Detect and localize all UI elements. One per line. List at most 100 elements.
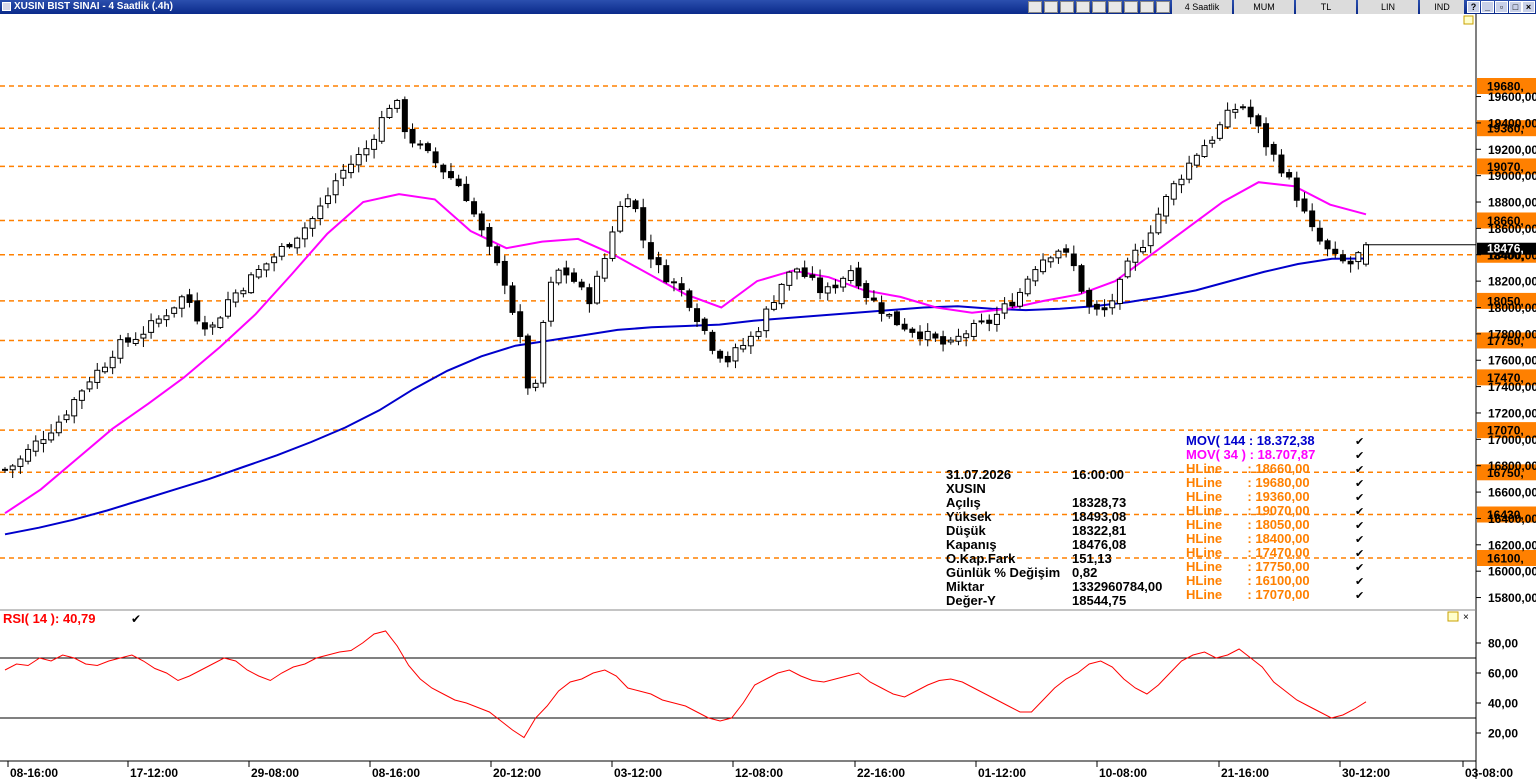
candle-body-57: [440, 164, 447, 173]
candle-body-85: [655, 257, 662, 266]
toolbar-button-3[interactable]: [1060, 1, 1074, 13]
candle-body-157: [1209, 139, 1216, 144]
info-value-4: 151,13: [1072, 551, 1112, 566]
candle-body-131: [1009, 301, 1016, 307]
close-icon[interactable]: ×: [1522, 1, 1535, 13]
legend-item-2: HLine : 18660,00: [1186, 461, 1310, 476]
candle-body-101: [778, 283, 785, 305]
candle-body-166: [1278, 154, 1285, 174]
candle-body-143: [1101, 307, 1108, 311]
candle-body-25: [194, 300, 201, 322]
toolbar-button-5[interactable]: [1092, 1, 1106, 13]
y-tick-label-3: 19000,00: [1488, 169, 1536, 183]
toolbar-period[interactable]: 4 Saatlik: [1172, 0, 1232, 14]
rsi-panel[interactable]: [0, 610, 1476, 760]
info-label-0: Açılış: [946, 495, 981, 510]
candle-body-125: [963, 333, 970, 339]
candle-body-32: [248, 274, 255, 294]
candle-body-171: [1316, 227, 1323, 242]
legend-check-icon[interactable]: ✔: [1355, 478, 1364, 490]
candle-body-67: [517, 311, 524, 337]
candle-body-88: [678, 283, 685, 291]
candles-group: [2, 96, 1369, 479]
candle-body-71: [547, 281, 554, 322]
restore-icon[interactable]: ▫: [1495, 1, 1508, 13]
candle-body-160: [1232, 109, 1239, 113]
candle-body-169: [1301, 198, 1308, 212]
legend-check-icon[interactable]: ✔: [1355, 562, 1364, 574]
candle-body-93: [717, 350, 724, 359]
legend-check-icon[interactable]: ✔: [1355, 548, 1364, 560]
candle-body-42: [324, 195, 331, 205]
hline-tag-9: [1477, 464, 1536, 481]
legend-check-icon[interactable]: ✔: [1355, 450, 1364, 462]
candle-body-75: [578, 281, 585, 288]
candle-body-117: [901, 323, 908, 330]
candle-body-128: [986, 319, 993, 324]
rsi-close-icon[interactable]: ×: [1463, 612, 1469, 623]
candle-body-141: [1086, 289, 1093, 307]
toolbar-button-8[interactable]: [1140, 1, 1154, 13]
candle-body-64: [494, 246, 501, 264]
candle-body-14: [109, 356, 116, 369]
hline-tag-3: [1477, 212, 1536, 229]
toolbar-button-9[interactable]: [1156, 1, 1170, 13]
toolbar-button-1[interactable]: [1028, 1, 1042, 13]
legend-check-icon[interactable]: ✔: [1355, 534, 1364, 546]
candle-body-48: [371, 138, 378, 150]
rsi-check-icon[interactable]: ✔: [131, 612, 141, 626]
legend-check-icon[interactable]: ✔: [1355, 464, 1364, 476]
candle-body-174: [1339, 254, 1346, 262]
legend-check-icon[interactable]: ✔: [1355, 576, 1364, 588]
candle-body-134: [1032, 269, 1039, 282]
candle-body-158: [1216, 124, 1223, 139]
candle-body-139: [1070, 253, 1077, 267]
candle-body-87: [670, 281, 677, 284]
legend-check-icon[interactable]: ✔: [1355, 436, 1364, 448]
x-tick-label-11: 30-12:00: [1342, 766, 1390, 779]
toolbar-button-4[interactable]: [1076, 1, 1090, 13]
candle-body-58: [447, 171, 454, 179]
candle-body-148: [1140, 246, 1147, 253]
candle-body-81: [624, 198, 631, 208]
candle-body-40: [309, 218, 316, 229]
x-tick-label-3: 08-16:00: [372, 766, 420, 779]
y-tick-label-4: 18800,00: [1488, 196, 1536, 210]
hline-label-8: 17070,: [1487, 424, 1524, 438]
rsi-expand-button[interactable]: [1447, 611, 1459, 622]
candle-body-5: [40, 439, 47, 444]
help-icon[interactable]: ?: [1467, 1, 1480, 13]
candle-body-27: [209, 324, 216, 328]
toolbar-chart-type[interactable]: MUM: [1234, 0, 1294, 14]
candle-body-115: [886, 314, 893, 317]
candle-body-124: [955, 335, 962, 342]
hline-tag-11: [1477, 550, 1536, 566]
toolbar-button-6[interactable]: [1108, 1, 1122, 13]
panel-expand-button[interactable]: [1463, 15, 1474, 25]
candle-body-49: [378, 117, 385, 142]
maximize-icon[interactable]: □: [1509, 1, 1522, 13]
candle-body-56: [432, 151, 439, 164]
info-label-5: Günlük % Değişim: [946, 565, 1060, 580]
legend-check-icon[interactable]: ✔: [1355, 506, 1364, 518]
toolbar-indicator[interactable]: IND: [1420, 0, 1464, 14]
info-value-7: 18544,75: [1072, 593, 1126, 608]
candle-body-140: [1078, 265, 1085, 292]
toolbar-button-2[interactable]: [1044, 1, 1058, 13]
legend-check-icon[interactable]: ✔: [1355, 590, 1364, 602]
candle-body-144: [1109, 300, 1116, 309]
toolbar-currency[interactable]: TL: [1296, 0, 1356, 14]
candle-body-108: [832, 284, 839, 289]
hline-group: 19680,19360,19070,18660,18400,18050,1775…: [0, 78, 1536, 566]
y-tick-label-16: 16400,00: [1488, 512, 1536, 526]
toolbar-button-7[interactable]: [1124, 1, 1138, 13]
legend-check-icon[interactable]: ✔: [1355, 520, 1364, 532]
info-value-5: 0,82: [1072, 565, 1097, 580]
minimize-icon[interactable]: _: [1481, 1, 1494, 13]
candle-body-26: [201, 322, 208, 330]
x-tick-label-1: 17-12:00: [130, 766, 178, 779]
toolbar-scale[interactable]: LIN: [1358, 0, 1418, 14]
candle-body-76: [586, 287, 593, 305]
legend-check-icon[interactable]: ✔: [1355, 492, 1364, 504]
